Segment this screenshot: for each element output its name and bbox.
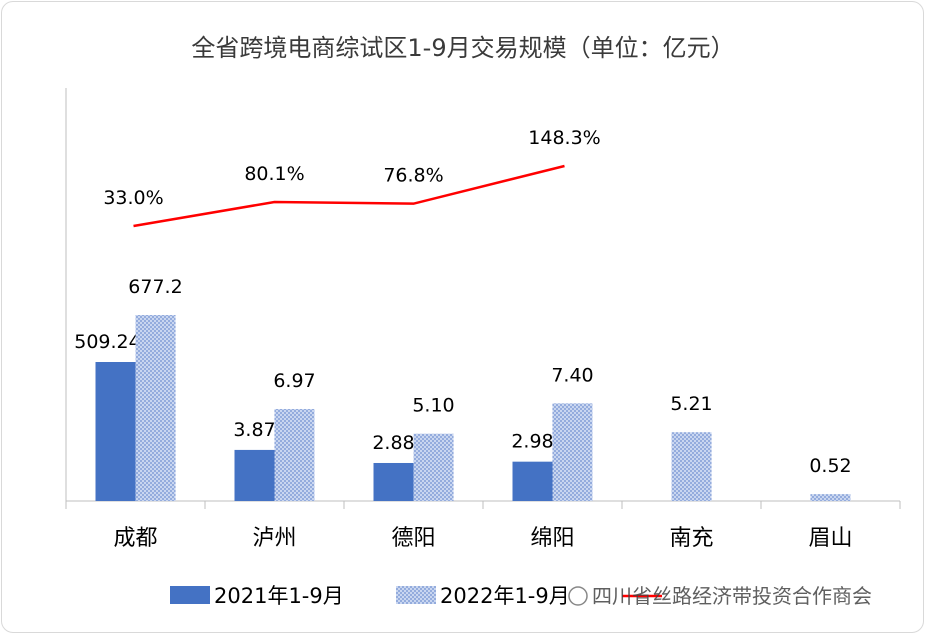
watermark-text: 四川省丝路经济带投资合作商会 — [592, 584, 872, 608]
data-label: 5.21 — [670, 393, 712, 415]
bar-2021-3 — [512, 461, 553, 501]
data-label: 2.98 — [511, 431, 553, 453]
data-label: 2.88 — [372, 432, 414, 454]
bar-2021-1 — [234, 449, 275, 501]
bar-2022-0 — [135, 315, 176, 501]
legend-label-2021: 2021年1-9月 — [214, 584, 344, 608]
category-label: 泸州 — [252, 526, 296, 551]
category-label: 德阳 — [391, 526, 435, 551]
growth-label: 80.1% — [244, 163, 304, 185]
category-label: 眉山 — [808, 526, 852, 551]
bar-2022-2 — [413, 433, 454, 501]
chart-title: 全省跨境电商综试区1-9月交易规模（单位：亿元） — [191, 34, 734, 62]
data-label: 509.24 — [74, 331, 140, 353]
data-label: 0.52 — [809, 455, 851, 477]
data-label: 677.2 — [128, 276, 182, 298]
category-label: 南充 — [669, 526, 713, 551]
plot-area: 509.24 677.2 成都 3.87 6.97 泸州 2.88 5.10 德阳 2.98 7.4… — [65, 88, 901, 551]
legend-swatch-2022 — [396, 586, 436, 604]
bar-2022-4 — [671, 432, 712, 501]
bar-2022-1 — [274, 408, 315, 501]
legend-label-2022: 2022年1-9月 — [440, 584, 570, 608]
category-label: 成都 — [113, 526, 157, 551]
data-label: 5.10 — [412, 395, 454, 417]
bar-2022-5 — [810, 494, 851, 501]
data-label: 7.40 — [551, 364, 593, 386]
bar-2021-2 — [373, 462, 414, 501]
data-label: 3.87 — [233, 419, 275, 441]
legend-swatch-2021 — [170, 586, 210, 604]
legend: 2021年1-9月 2022年1-9月 四川省丝路经济带投资合作商会 — [170, 584, 872, 608]
category-label: 绵阳 — [530, 526, 574, 551]
bar-2022-3 — [552, 403, 593, 501]
bar-2021-0 — [95, 362, 136, 501]
watermark-icon — [568, 586, 588, 606]
growth-label: 148.3% — [528, 127, 600, 149]
growth-line — [133, 164, 565, 228]
data-label: 6.97 — [273, 370, 315, 392]
growth-label: 33.0% — [103, 187, 163, 209]
growth-label: 76.8% — [383, 165, 443, 187]
